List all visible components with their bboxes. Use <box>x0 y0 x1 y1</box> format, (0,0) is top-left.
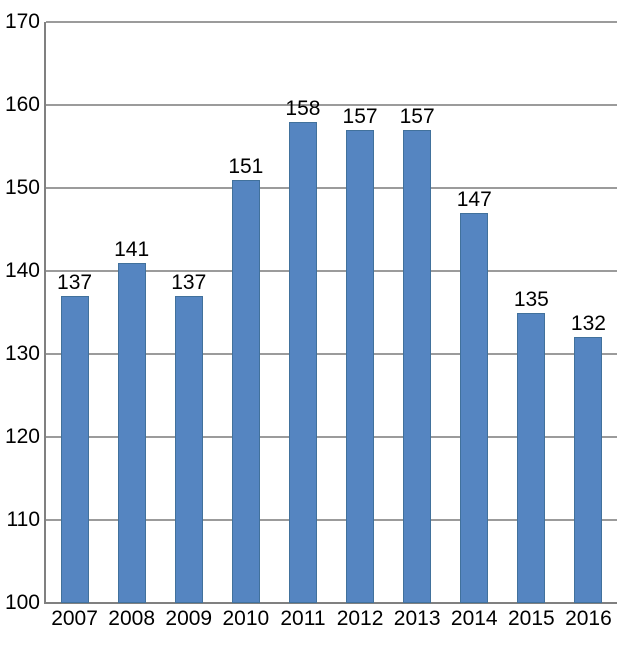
bar-value-label: 132 <box>570 312 606 336</box>
bar-2015 <box>517 312 546 603</box>
bar-value-label: 157 <box>399 104 435 128</box>
y-axis-tick-label: 130 <box>4 342 40 365</box>
gridline <box>46 104 617 106</box>
bar-2008 <box>117 262 146 603</box>
y-axis-tick-label: 150 <box>4 176 40 199</box>
x-axis-tick-label: 2009 <box>165 607 213 630</box>
y-axis-tick-label: 100 <box>4 591 40 614</box>
bar-value-label: 151 <box>228 154 264 178</box>
gridline <box>46 187 617 189</box>
x-axis: 2007 2008 2009 2010 2011 2012 2013 2014 2015 2016 <box>46 607 617 637</box>
y-axis-tick-label: 160 <box>4 93 40 116</box>
y-axis: 100 110 120 130 140 150 160 170 <box>0 11 40 614</box>
x-axis-line <box>44 602 617 604</box>
x-axis-tick-label: 2013 <box>393 607 441 630</box>
y-axis-line <box>44 22 46 603</box>
plot-area: 137 141 137 151 158 157 157 147 135 132 <box>44 21 617 604</box>
bar-value-label: 158 <box>285 96 321 120</box>
gridline <box>46 21 617 23</box>
bar-2007 <box>60 295 89 603</box>
bar-value-label: 157 <box>342 104 378 128</box>
bar-2016 <box>574 337 603 603</box>
bar-value-label: 135 <box>513 287 549 311</box>
bar-value-label: 147 <box>456 187 492 211</box>
bar-2010 <box>231 179 260 603</box>
bar-value-label: 137 <box>57 270 93 294</box>
x-axis-tick-label: 2016 <box>565 607 612 630</box>
bar-2014 <box>460 212 489 603</box>
bar-2012 <box>346 129 375 603</box>
bar-2009 <box>174 295 203 603</box>
x-axis-tick-label: 2014 <box>450 607 498 630</box>
bar-value-label: 141 <box>114 237 150 261</box>
bar-2013 <box>403 129 432 603</box>
x-axis-tick-label: 2010 <box>222 607 270 630</box>
bar-2011 <box>288 121 317 603</box>
bar-value-label: 137 <box>171 270 207 294</box>
x-axis-tick-label: 2008 <box>108 607 155 630</box>
x-axis-tick-label: 2007 <box>51 607 98 630</box>
y-axis-tick-label: 110 <box>6 508 40 531</box>
x-axis-tick-label: 2015 <box>507 607 555 630</box>
x-axis-tick-label: 2011 <box>280 607 326 630</box>
x-axis-tick-label: 2012 <box>336 607 384 630</box>
y-axis-tick-label: 120 <box>4 425 40 448</box>
y-axis-tick-label: 170 <box>4 10 40 33</box>
y-axis-tick-label: 140 <box>4 259 40 282</box>
